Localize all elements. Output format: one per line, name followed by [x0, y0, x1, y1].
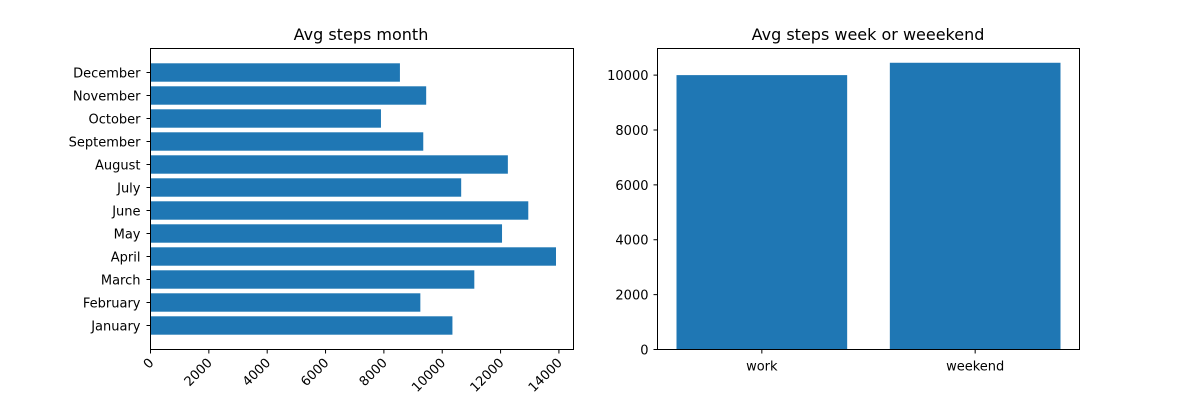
- week-value-axis: 0 2000 4000 6000 8000 10000: [607, 69, 658, 359]
- monthly-bars: [150, 63, 556, 335]
- ytick-label-10000: 10000: [607, 69, 648, 84]
- ytick-label-june: June: [111, 205, 140, 220]
- bar-october: [150, 109, 381, 128]
- week-weekend-chart: Avg steps week or weeekend 0 2000 4000 6000…: [607, 25, 1080, 375]
- bar-june: [150, 201, 529, 220]
- xtick-label-weekend: weekend: [946, 360, 1004, 375]
- ytick-label-8000: 8000: [615, 124, 648, 139]
- week-weekend-bars: [676, 62, 1061, 350]
- ytick-label-july: July: [116, 182, 141, 197]
- bar-march: [150, 270, 475, 289]
- monthly-steps-chart: Avg steps month January February March Apri…: [69, 25, 574, 396]
- ytick-label-february: February: [83, 297, 141, 312]
- ytick-label-november: November: [73, 90, 141, 105]
- monthly-plot-frame: [150, 48, 574, 350]
- week-plot-frame: [657, 48, 1080, 350]
- bar-august: [150, 155, 508, 174]
- ytick-label-may: May: [114, 228, 141, 243]
- xtick-label-work: work: [746, 360, 778, 375]
- ytick-label-2000: 2000: [615, 289, 648, 304]
- monthly-chart-title: Avg steps month: [294, 25, 429, 44]
- bar-february: [150, 293, 421, 312]
- bar-november: [150, 86, 427, 105]
- bar-july: [150, 178, 462, 197]
- ytick-label-december: December: [73, 67, 141, 82]
- monthly-category-axis: January February March April May June July Augu…: [69, 67, 151, 335]
- bar-january: [150, 316, 453, 335]
- bar-september: [150, 132, 424, 151]
- bar-weekend: [889, 62, 1061, 350]
- ytick-label-september: September: [69, 136, 142, 151]
- week-chart-title: Avg steps week or weeekend: [752, 25, 985, 44]
- ytick-label-march: March: [101, 274, 141, 289]
- ytick-label-0: 0: [640, 344, 648, 359]
- bar-may: [150, 224, 503, 243]
- bar-april: [150, 247, 556, 266]
- bar-work: [676, 75, 848, 350]
- ytick-label-august: August: [95, 159, 141, 174]
- ytick-label-october: October: [88, 113, 141, 128]
- bar-december: [150, 63, 400, 82]
- week-category-axis: work weekend: [746, 349, 1004, 375]
- ytick-label-january: January: [90, 320, 141, 335]
- ytick-label-4000: 4000: [615, 234, 648, 249]
- ytick-label-6000: 6000: [615, 179, 648, 194]
- ytick-label-april: April: [111, 251, 141, 266]
